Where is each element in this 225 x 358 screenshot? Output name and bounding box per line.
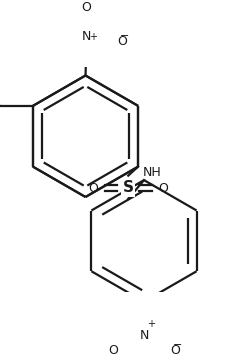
- Text: +: +: [89, 32, 97, 42]
- Text: O: O: [82, 1, 92, 14]
- Text: O: O: [88, 182, 98, 194]
- Text: O: O: [170, 343, 180, 357]
- Text: −: −: [173, 340, 182, 350]
- Text: O: O: [117, 35, 127, 48]
- Text: S: S: [123, 180, 134, 195]
- Text: O: O: [108, 343, 118, 357]
- Text: NH: NH: [143, 166, 161, 179]
- Text: N: N: [82, 30, 91, 43]
- Text: +: +: [147, 319, 155, 329]
- Text: O: O: [159, 182, 169, 194]
- Text: −: −: [120, 31, 129, 41]
- Text: N: N: [139, 329, 149, 342]
